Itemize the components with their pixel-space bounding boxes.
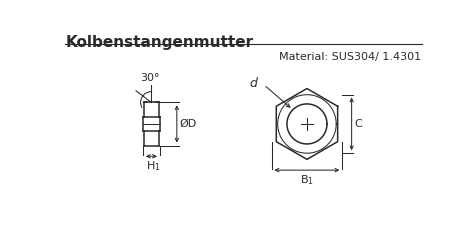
Text: Kolbenstangenmutter: Kolbenstangenmutter xyxy=(65,34,253,50)
Text: 30°: 30° xyxy=(140,73,160,83)
Text: H$_1$: H$_1$ xyxy=(146,159,161,173)
Text: B$_1$: B$_1$ xyxy=(300,173,314,187)
Text: Material: SUS304/ 1.4301: Material: SUS304/ 1.4301 xyxy=(279,52,421,62)
Text: ØD: ØD xyxy=(180,119,197,129)
Text: C: C xyxy=(355,119,362,129)
Text: d: d xyxy=(250,77,257,90)
